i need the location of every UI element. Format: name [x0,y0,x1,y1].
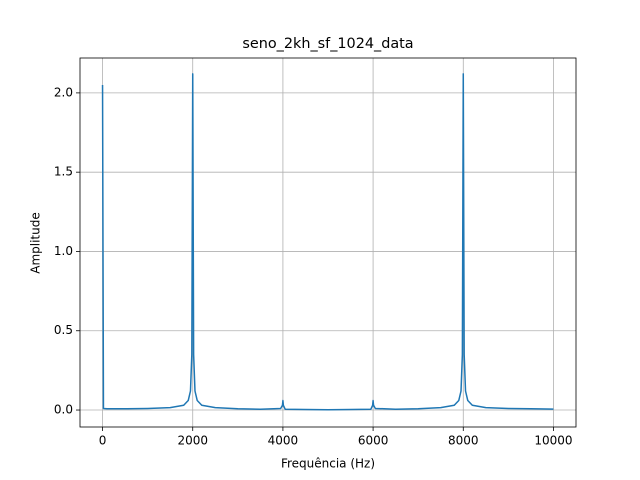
y-axis-label: Amplitude [29,212,43,274]
x-tick-label: 2000 [177,434,208,448]
chart-title: seno_2kh_sf_1024_data [242,36,413,52]
y-tick-label: 0.0 [54,403,73,417]
plot-layer [80,58,576,427]
axes-frame [79,57,577,428]
y-tick-label: 0.5 [54,323,73,337]
x-tick-label: 10000 [534,434,572,448]
data-line [101,73,554,411]
y-tick-label: 1.0 [54,244,73,258]
x-tick-label: 4000 [268,434,299,448]
x-tick-label: 0 [99,434,107,448]
x-tick-label: 8000 [448,434,479,448]
x-tick-label: 6000 [358,434,389,448]
y-tick-label: 2.0 [54,85,73,99]
x-axis-label: Frequência (Hz) [281,457,375,471]
y-tick-label: 1.5 [54,165,73,179]
